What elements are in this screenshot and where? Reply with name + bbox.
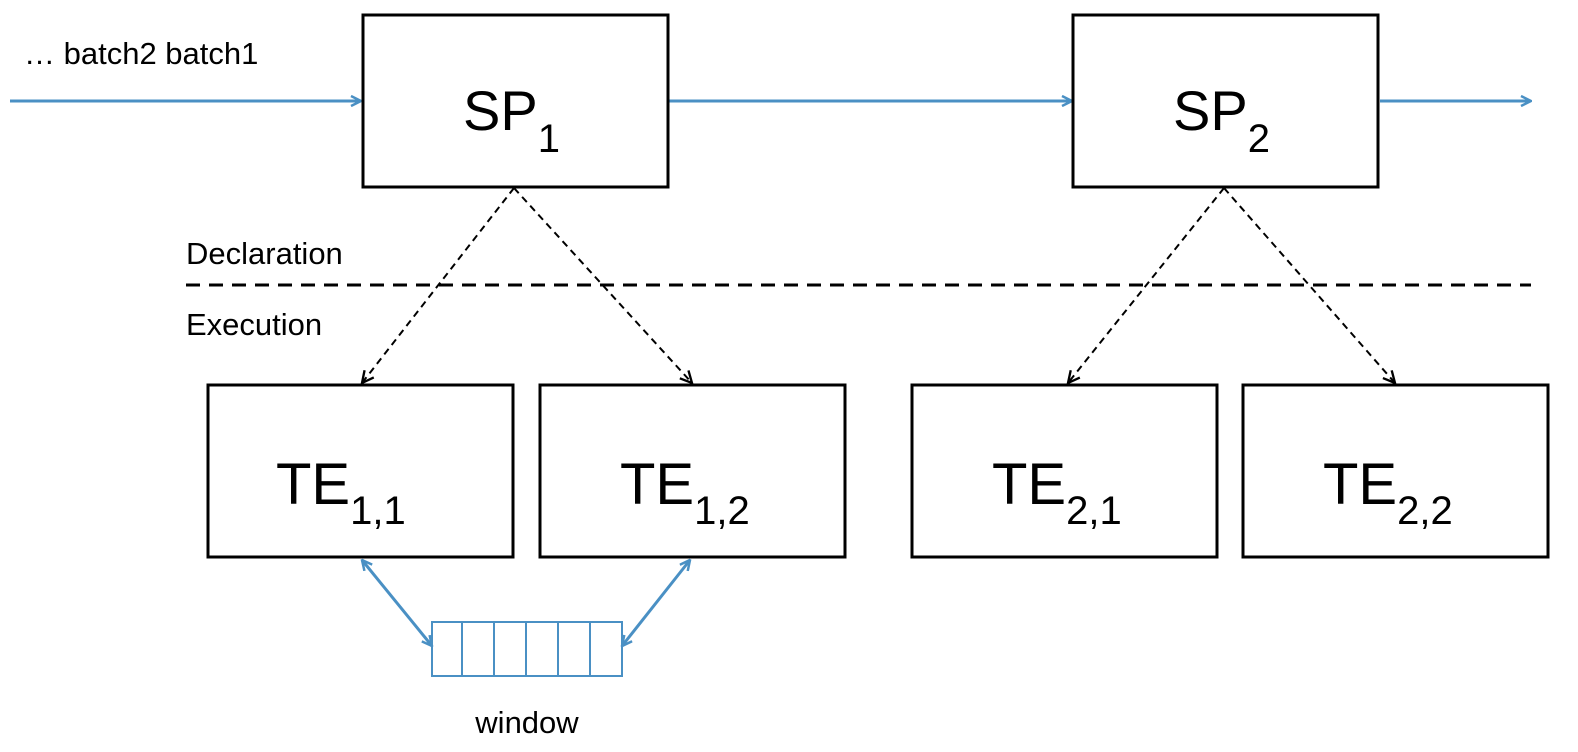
sp2-box: SP2 (1071, 13, 1380, 189)
te12-label-main: TE (620, 452, 694, 517)
sp2-to-te22-dashed-arrow (1223, 187, 1395, 383)
sp2-to-te21-dashed-arrow (1068, 187, 1225, 383)
svg-text:SP1: SP1 (463, 79, 560, 161)
te11-box: TE1,1 (206, 383, 515, 559)
sp1-label-sub: 1 (538, 117, 560, 161)
sp1-to-te12-dashed-arrow (513, 187, 692, 383)
sp1-to-te11-dashed-arrow (362, 187, 515, 383)
sp2-label-sub: 2 (1248, 117, 1270, 161)
svg-text:TE2,1: TE2,1 (992, 452, 1122, 533)
te22-box: TE2,2 (1241, 383, 1550, 559)
svg-text:SP2: SP2 (1173, 79, 1270, 161)
te21-label-main: TE (992, 452, 1066, 517)
te21-label-sub: 2,1 (1066, 489, 1122, 533)
te11-label-sub: 1,1 (350, 489, 406, 533)
te11-window-bidirectional-arrow (362, 560, 432, 646)
te22-label-main: TE (1323, 452, 1397, 517)
window-label: window (474, 705, 579, 740)
svg-text:TE2,2: TE2,2 (1323, 452, 1453, 533)
te12-window-bidirectional-arrow (622, 560, 690, 646)
sp1-box: SP1 (361, 13, 670, 189)
sp2-label-main: SP (1173, 79, 1248, 142)
sp1-label-main: SP (463, 79, 538, 142)
te11-label-main: TE (276, 452, 350, 517)
input-batches-label: … batch2 batch1 (24, 36, 258, 71)
te21-box: TE2,1 (910, 383, 1219, 559)
execution-label: Execution (186, 307, 322, 342)
svg-text:TE1,1: TE1,1 (276, 452, 406, 533)
te12-box: TE1,2 (538, 383, 847, 559)
te12-label-sub: 1,2 (694, 489, 750, 533)
te22-label-sub: 2,2 (1397, 489, 1453, 533)
declaration-label: Declaration (186, 236, 343, 271)
window-buffer (431, 621, 623, 677)
svg-text:TE1,2: TE1,2 (620, 452, 750, 533)
